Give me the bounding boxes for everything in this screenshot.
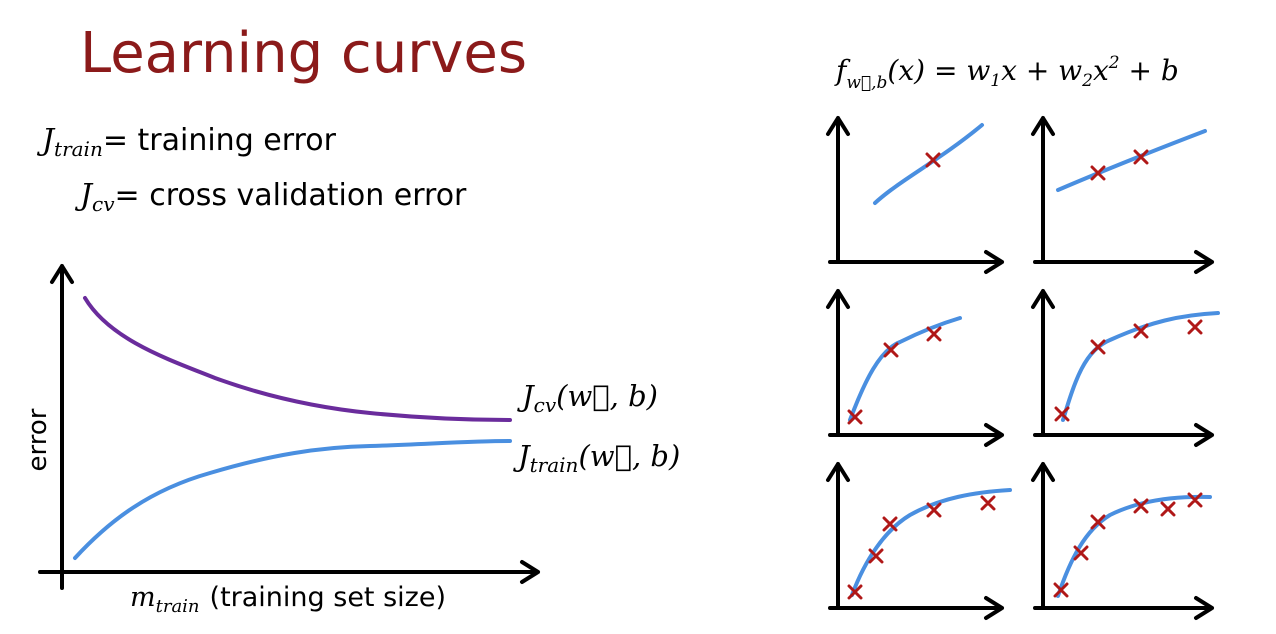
data-point — [1054, 319, 1203, 422]
plot-axes — [826, 462, 1004, 620]
plot-axes — [1031, 116, 1214, 274]
formula-part: (x) = w — [887, 54, 990, 87]
fit-curve — [1056, 494, 1212, 598]
subscript: train — [530, 453, 579, 477]
curve-label: Jcv(w⃗, b) — [517, 379, 658, 417]
subscript: train — [54, 137, 103, 161]
plot-axes — [826, 116, 1004, 274]
y-axis — [50, 264, 74, 590]
plot-axes — [1031, 462, 1214, 620]
definition-text: = cross validation error — [115, 178, 468, 213]
fit-curve — [1061, 311, 1220, 422]
data-point — [925, 152, 941, 168]
definition-text: = training error — [103, 123, 337, 158]
curve-args: (w⃗, b) — [556, 379, 658, 413]
cv-curve — [83, 296, 512, 422]
formula-sub: 2 — [1081, 71, 1093, 91]
example-plots — [826, 116, 1220, 620]
x-axis — [38, 560, 540, 584]
curve-label: Jtrain(w⃗, b) — [513, 439, 680, 477]
definition: Jtrain= training error — [36, 123, 337, 161]
x-axis-label: mtrain (training set size) — [130, 582, 446, 617]
plot-axes — [826, 289, 1004, 447]
data-point — [847, 495, 996, 600]
fit-curve — [873, 123, 984, 205]
symbol: J — [36, 123, 56, 158]
subscript: cv — [92, 192, 115, 216]
definition: Jcv= cross validation error — [74, 178, 467, 216]
formula-sup: 2 — [1108, 53, 1120, 73]
symbol: J — [74, 178, 94, 213]
symbol: J — [513, 439, 531, 473]
subscript: train — [156, 596, 200, 617]
symbol: J — [517, 379, 535, 413]
y-axis-label: error — [23, 408, 53, 471]
learning-curve-chart: error mtrain (training set size) Jcv(w⃗, … — [23, 264, 680, 617]
formula-part: x + w — [1001, 54, 1082, 87]
train-curve — [73, 439, 512, 560]
fit-curve — [1056, 129, 1207, 192]
fit-curve — [850, 488, 1012, 597]
x-label-text: (training set size) — [210, 582, 446, 613]
curve-args: (w⃗, b) — [578, 439, 680, 473]
formula: fw⃗,b(x) = w1x + w2x2 + b — [834, 53, 1179, 93]
fit-curve — [848, 316, 962, 422]
data-point — [1090, 149, 1149, 181]
symbol: m — [130, 582, 156, 613]
formula-sub: w⃗,b — [846, 73, 887, 93]
formula-sub: 1 — [990, 71, 1001, 91]
formula-part: x — [1093, 54, 1109, 87]
data-point — [1053, 492, 1203, 598]
plot-axes — [1031, 289, 1214, 447]
formula-part: + b — [1120, 54, 1179, 87]
subscript: cv — [534, 393, 557, 417]
slide-title: Learning curves — [80, 21, 527, 86]
data-point — [847, 326, 942, 425]
